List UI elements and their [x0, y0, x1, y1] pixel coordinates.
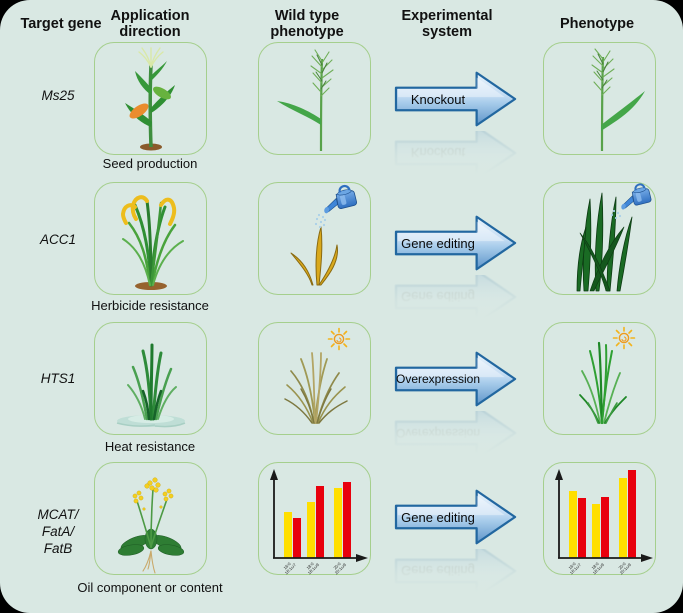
right-arrow-icon	[394, 71, 517, 127]
maize-plant-icon	[125, 47, 175, 151]
svg-text:16:016:1ω7: 16:016:1ω7	[566, 559, 583, 576]
header-wild-type-phenotype: Wild type phenotype	[270, 8, 344, 40]
healthy-grass-icon	[576, 183, 652, 292]
right-arrow-icon	[394, 351, 517, 407]
gene-label-ms25: Ms25	[41, 88, 75, 103]
watering-can-icon	[324, 184, 357, 214]
svg-text:18:018:1ω9: 18:018:1ω9	[589, 559, 606, 576]
phenotype-box-row-2	[543, 182, 656, 295]
application-box-herbicide-resistance	[94, 182, 207, 295]
grass-panicle-edited-icon	[591, 48, 645, 152]
arrow-reflection: Gene editing	[394, 275, 518, 321]
gene-label-acc1: ACC1	[39, 232, 76, 247]
svg-text:18:018:1ω9: 18:018:1ω9	[304, 559, 321, 576]
wild-type-box-row-1	[258, 42, 371, 155]
wild-type-box-row-4: 16:016:1ω7 18:018:1ω9 20:020:1ω9	[258, 462, 371, 575]
caption-herbicide-resistance: Herbicide resistance	[91, 298, 209, 313]
wilted-plant-icon	[290, 184, 357, 286]
arrow-reflection: Overexpression	[394, 411, 518, 457]
water-droplets-icon	[610, 209, 622, 220]
arrow-label: Overexpression	[395, 372, 481, 386]
sun-icon	[327, 327, 351, 351]
arrow-label: Gene editing	[401, 509, 475, 525]
phenotype-box-row-1	[543, 42, 656, 155]
application-box-seed-production	[94, 42, 207, 155]
water-droplets-icon	[314, 213, 327, 229]
sun-icon	[612, 326, 636, 350]
arrow-label: Knockout	[410, 91, 466, 107]
svg-text:20:020:1ω9: 20:020:1ω9	[331, 559, 348, 576]
watering-can-icon	[621, 183, 652, 210]
svg-text:20:020:1ω9: 20:020:1ω9	[616, 559, 633, 576]
header-application-direction: Application direction	[110, 8, 190, 40]
arrow-reflection: Gene editing	[394, 549, 518, 595]
wild-type-box-row-3	[258, 322, 371, 435]
header-phenotype: Phenotype	[559, 16, 635, 32]
arrow-overexpression: Overexpression Overexpression	[394, 349, 518, 457]
caption-oil-component: Oil component or content	[77, 580, 223, 595]
caption-seed-production: Seed production	[102, 156, 198, 171]
right-arrow-icon	[394, 489, 517, 545]
arrow-knockout: Knockout Knockout	[394, 69, 518, 177]
green-grass-sun-icon	[579, 326, 636, 425]
application-box-heat-resistance	[94, 322, 207, 435]
phenotype-box-row-4: 16:016:1ω7 18:018:1ω9 20:020:1ω9	[543, 462, 656, 575]
arrow-label: Gene editing	[401, 235, 475, 251]
wild-type-box-row-2	[258, 182, 371, 295]
caption-heat-resistance: Heat resistance	[104, 439, 196, 454]
svg-text:16:016:1ω7: 16:016:1ω7	[281, 559, 298, 576]
header-experimental-system: Experimental system	[401, 8, 493, 40]
header-target-gene: Target gene	[20, 16, 102, 32]
rice-plant-icon	[120, 195, 184, 290]
arrow-gene-editing-row-4: Gene editing Gene editing	[394, 487, 518, 595]
arrow-reflection: Knockout	[394, 131, 518, 177]
arrow-gene-editing-row-2: Gene editing Gene editing	[394, 213, 518, 321]
dried-grass-icon	[284, 327, 351, 424]
grass-panicle-icon	[277, 49, 334, 152]
phenotype-box-row-3	[543, 322, 656, 435]
rapeseed-plant-icon	[117, 477, 185, 574]
application-box-oil-content	[94, 462, 207, 575]
gene-label-hts1: HTS1	[40, 371, 76, 386]
gene-label-mcat-fata-fatb: MCAT/FatA/FatB	[37, 507, 79, 556]
right-arrow-icon	[394, 215, 517, 271]
grass-in-water-icon	[116, 343, 186, 428]
